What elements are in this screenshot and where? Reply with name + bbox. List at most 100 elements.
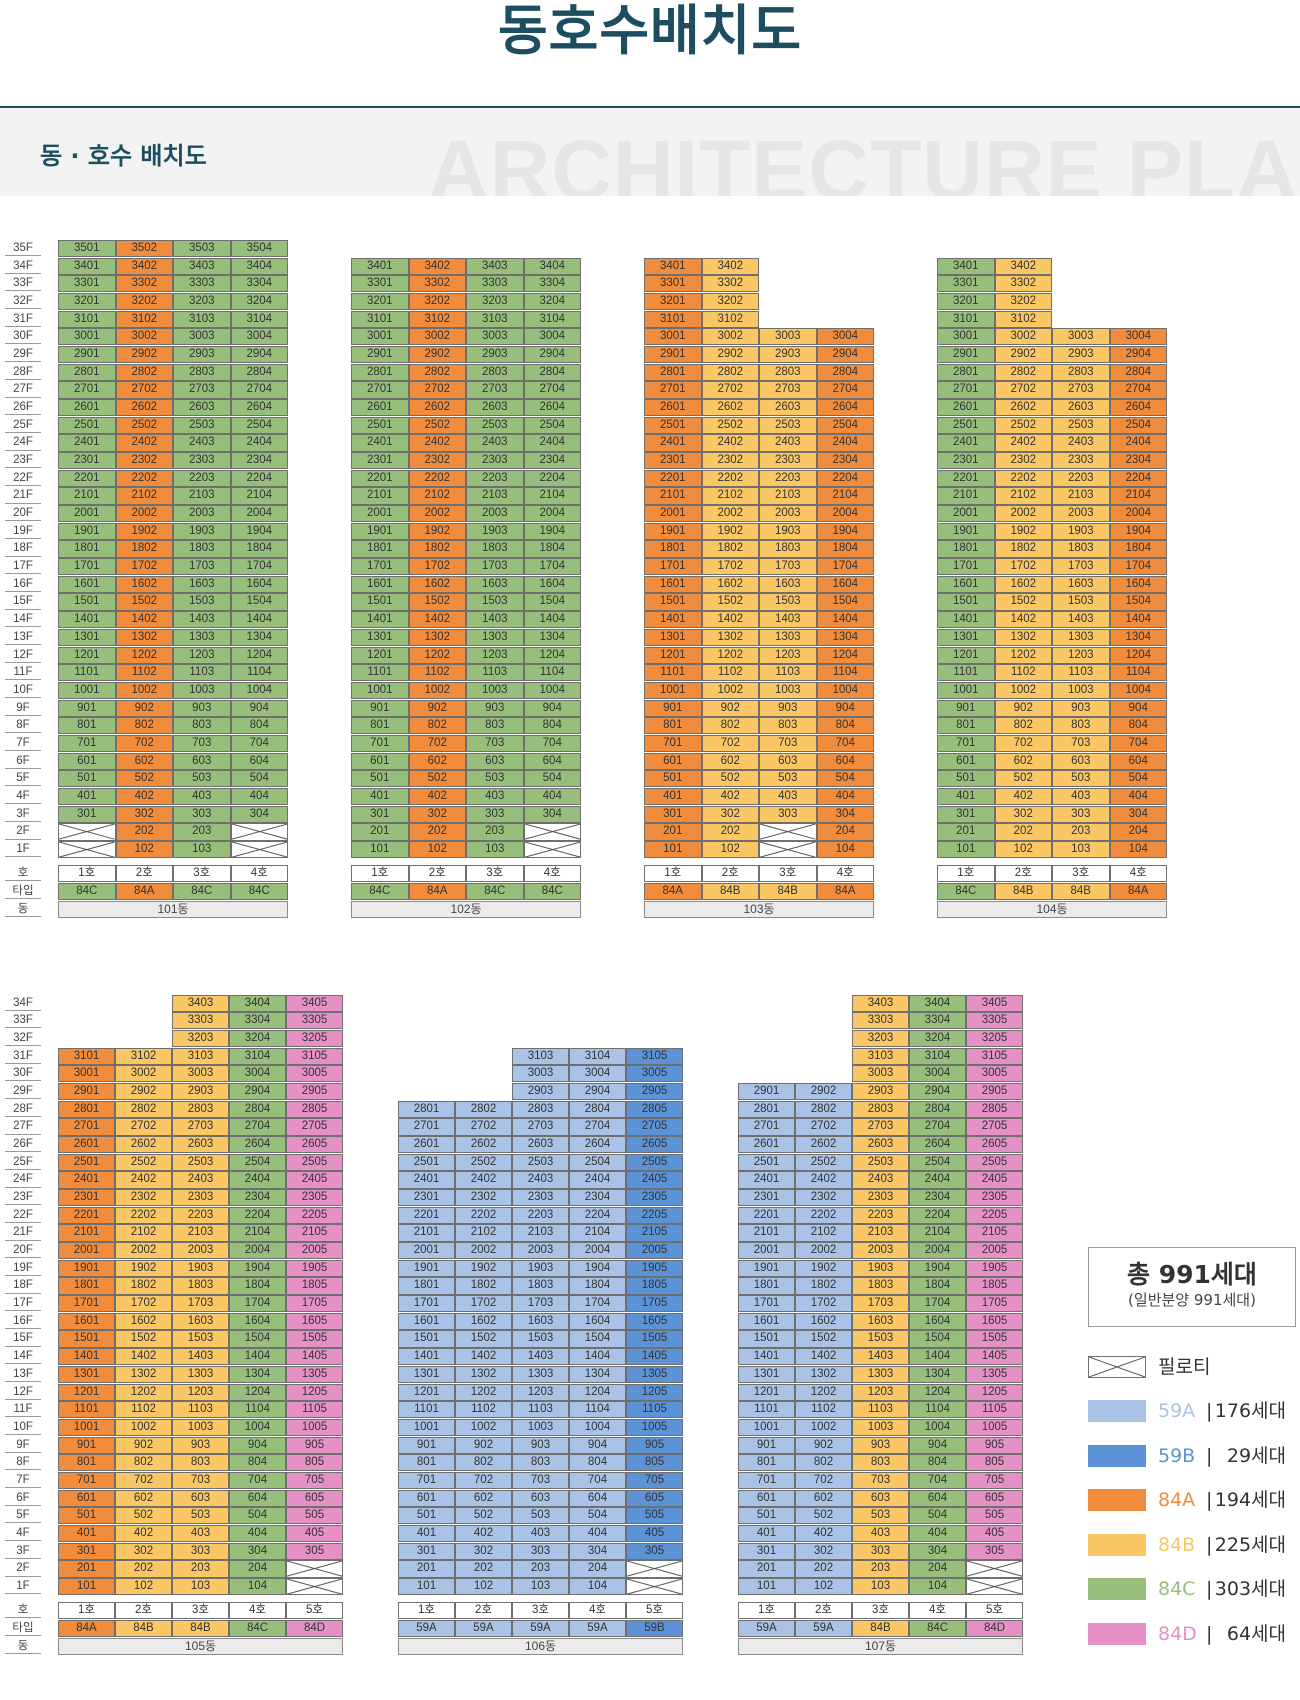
unit-cell: 1503 [512, 1330, 569, 1348]
unit-cell: 303 [512, 1542, 569, 1560]
unit-cell: 601 [58, 752, 116, 770]
unit-cell: 3302 [994, 275, 1052, 293]
unit-cell: 603 [172, 1489, 229, 1507]
floor-label: 31F [5, 1048, 41, 1065]
unit-cell: 1902 [408, 522, 466, 540]
unit-cell: 1402 [408, 611, 466, 629]
unit-cell: 1403 [172, 1348, 229, 1366]
unit-cell: 1704 [909, 1295, 966, 1313]
unit-cell: 2804 [229, 1100, 286, 1118]
unit-cell: 1604 [1109, 575, 1167, 593]
floor-label: 1F [5, 841, 41, 858]
unit-cell: 803 [1052, 717, 1110, 735]
unit-cell: 2301 [398, 1189, 455, 1207]
unit-cell: 2605 [966, 1136, 1023, 1154]
unit-cell: 405 [966, 1524, 1023, 1543]
unit-cell: 1604 [816, 575, 874, 593]
pilotis-cell [523, 823, 581, 841]
unit-cell: 1002 [701, 681, 759, 700]
unit-cell: 801 [738, 1454, 795, 1472]
unit-cell: 1104 [816, 664, 874, 682]
unit-cell: 904 [229, 1436, 286, 1454]
unit-cell: 1301 [58, 628, 116, 647]
unit-cell: 1003 [466, 681, 524, 700]
unit-cell: 2303 [173, 452, 231, 470]
unit-cell: 1603 [1052, 575, 1110, 593]
unit-cell: 2405 [966, 1171, 1023, 1189]
unit-cell: 704 [569, 1471, 626, 1490]
unit-cell: 702 [455, 1471, 512, 1490]
unit-cell: 2403 [172, 1171, 229, 1189]
unit-cell: 2903 [512, 1082, 569, 1101]
unit-cell: 2703 [759, 381, 817, 399]
unit-cell: 2603 [759, 399, 817, 417]
unit-cell: 1403 [466, 611, 524, 629]
unit-cell: 101 [937, 841, 995, 859]
unit-cell: 2603 [1052, 399, 1110, 417]
unit-cell: 703 [512, 1471, 569, 1490]
line-label: 4호 [230, 865, 288, 883]
unit-cell: 2101 [351, 487, 409, 505]
unit-cell: 2104 [230, 487, 288, 505]
unit-cell: 303 [466, 805, 524, 823]
unit-cell: 602 [408, 752, 466, 770]
unit-cell: 1201 [58, 646, 116, 664]
unit-cell: 2801 [58, 1100, 115, 1118]
unit-cell: 2303 [172, 1189, 229, 1207]
unit-cell: 401 [58, 787, 116, 806]
unit-cell: 701 [738, 1471, 795, 1490]
unit-cell: 2402 [115, 1171, 172, 1189]
unit-cell: 2004 [230, 505, 288, 523]
unit-cell: 305 [966, 1542, 1023, 1560]
unit-cell: 2803 [852, 1100, 909, 1118]
unit-cell: 403 [466, 787, 524, 806]
unit-cell: 1602 [455, 1312, 512, 1330]
type-label: 59B [626, 1620, 683, 1638]
unit-cell: 1101 [937, 664, 995, 682]
unit-cell: 202 [795, 1560, 852, 1578]
unit-cell: 1603 [466, 575, 524, 593]
unit-cell: 402 [115, 787, 173, 806]
unit-cell: 1302 [455, 1365, 512, 1384]
unit-cell: 2101 [58, 487, 116, 505]
unit-cell: 703 [172, 1471, 229, 1490]
unit-cell: 1505 [626, 1330, 683, 1348]
unit-cell: 1202 [408, 646, 466, 664]
unit-cell: 2902 [795, 1082, 852, 1101]
unit-cell: 2401 [644, 434, 702, 452]
unit-cell: 2005 [626, 1242, 683, 1260]
unit-cell: 3403 [466, 257, 524, 275]
unit-cell: 1305 [966, 1365, 1023, 1384]
unit-cell: 2003 [852, 1242, 909, 1260]
unit-cell: 2704 [523, 381, 581, 399]
unit-cell: 1602 [115, 1312, 172, 1330]
unit-cell: 2601 [644, 399, 702, 417]
unit-cell: 2002 [795, 1242, 852, 1260]
unit-cell: 804 [569, 1454, 626, 1472]
unit-cell: 2404 [1109, 434, 1167, 452]
unit-cell: 1002 [795, 1418, 852, 1437]
unit-cell: 2804 [816, 363, 874, 381]
unit-cell: 201 [58, 1560, 115, 1578]
unit-cell: 1404 [569, 1348, 626, 1366]
unit-cell: 2803 [173, 363, 231, 381]
unit-cell: 103 [852, 1578, 909, 1596]
floor-label: 15F [5, 1330, 41, 1347]
floor-label: 13F [5, 1366, 41, 1383]
unit-cell: 801 [58, 1454, 115, 1472]
unit-cell: 704 [229, 1471, 286, 1490]
unit-cell: 503 [1052, 770, 1110, 788]
unit-cell: 1304 [523, 628, 581, 647]
unit-cell: 2903 [172, 1082, 229, 1101]
unit-cell: 704 [230, 734, 288, 753]
unit-cell: 3404 [230, 257, 288, 275]
legend-type: 59B [1158, 1444, 1196, 1467]
unit-cell: 202 [994, 823, 1052, 841]
unit-cell: 601 [58, 1489, 115, 1507]
unit-cell: 101 [398, 1578, 455, 1596]
unit-cell: 703 [173, 734, 231, 753]
unit-cell: 2802 [408, 363, 466, 381]
unit-cell: 1705 [286, 1295, 343, 1313]
pilotis-cell [58, 841, 116, 859]
unit-cell: 2905 [286, 1082, 343, 1101]
